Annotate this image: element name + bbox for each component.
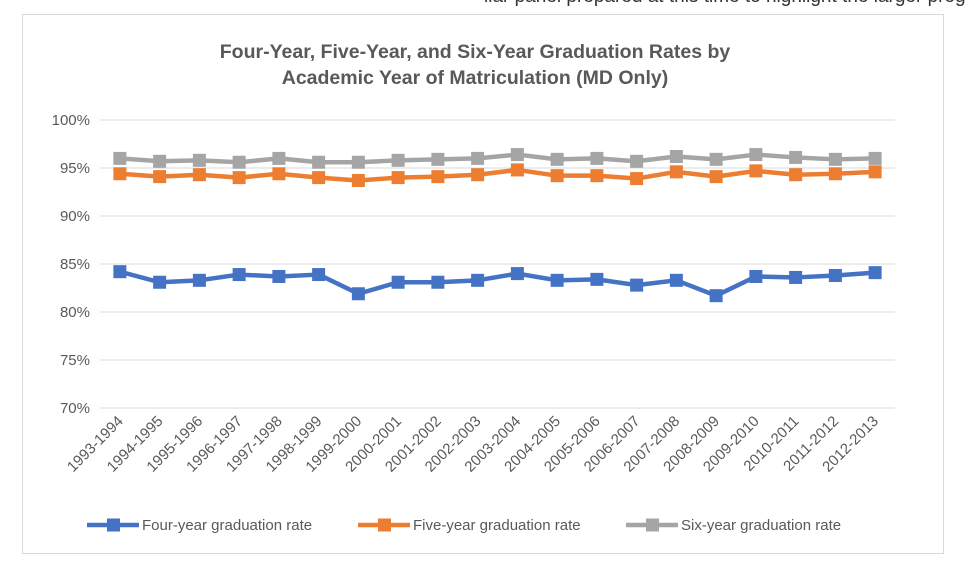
legend-marker — [107, 518, 120, 532]
data-point-marker — [630, 172, 644, 186]
data-point-marker — [510, 267, 524, 281]
y-tick-label: 75% — [60, 352, 90, 369]
data-point-marker — [232, 171, 246, 185]
data-point-marker — [272, 167, 286, 181]
series-line — [117, 269, 878, 298]
data-point-marker — [192, 153, 206, 167]
data-point-marker — [312, 268, 326, 282]
legend: Four-year graduation rate Five-year gradu… — [87, 517, 841, 534]
legend-item: Five-year graduation rate — [358, 517, 581, 534]
data-point-marker — [669, 273, 683, 287]
clipped-page-text: ilar panel prepared at this time to high… — [0, 0, 966, 10]
legend-item: Four-year graduation rate — [87, 517, 312, 534]
data-point-marker — [550, 273, 564, 287]
data-point-marker — [868, 151, 882, 165]
data-point-marker — [471, 151, 485, 165]
series-line — [117, 152, 878, 165]
chart-title-line-1: Four-Year, Five-Year, and Six-Year Gradu… — [220, 41, 731, 63]
data-point-marker — [789, 270, 803, 284]
data-point-marker — [312, 155, 326, 169]
data-point-marker — [471, 168, 485, 182]
legend-label: Six-year graduation rate — [681, 517, 841, 534]
data-point-marker — [113, 167, 127, 181]
data-point-marker — [590, 169, 604, 183]
y-tick-label: 85% — [60, 256, 90, 273]
series-lines — [113, 148, 882, 303]
chart-title-line-2: Academic Year of Matriculation (MD Only) — [282, 67, 668, 89]
x-axis-ticks: 1993-19941994-19951995-19961996-19971997… — [64, 413, 882, 476]
data-point-marker — [868, 165, 882, 179]
data-point-marker — [510, 148, 524, 162]
data-point-marker — [153, 275, 167, 289]
data-point-marker — [431, 152, 445, 166]
data-point-marker — [630, 278, 644, 292]
line-chart: Four-Year, Five-Year, and Six-Year Gradu… — [52, 41, 895, 534]
gridlines — [100, 119, 895, 409]
data-point-marker — [789, 168, 803, 182]
data-point-marker — [153, 154, 167, 168]
legend-label: Four-year graduation rate — [142, 517, 312, 534]
legend-marker — [378, 518, 391, 532]
data-point-marker — [232, 155, 246, 169]
series-3 — [113, 148, 882, 169]
data-point-marker — [391, 153, 405, 167]
data-point-marker — [431, 275, 445, 289]
data-point-marker — [351, 173, 365, 187]
data-point-marker — [669, 149, 683, 163]
y-tick-label: 80% — [60, 304, 90, 321]
y-tick-label: 95% — [60, 160, 90, 177]
data-point-marker — [828, 269, 842, 283]
data-point-marker — [709, 289, 723, 303]
data-point-marker — [590, 151, 604, 165]
y-tick-label: 100% — [52, 112, 90, 129]
data-point-marker — [391, 275, 405, 289]
y-tick-label: 90% — [60, 208, 90, 225]
data-point-marker — [828, 152, 842, 166]
legend-item: Six-year graduation rate — [626, 517, 841, 534]
clipped-text: ilar panel prepared at this time to high… — [484, 0, 966, 8]
data-point-marker — [471, 273, 485, 287]
y-tick-label: 70% — [60, 400, 90, 417]
data-point-marker — [828, 167, 842, 181]
data-point-marker — [272, 269, 286, 283]
data-point-marker — [868, 266, 882, 280]
data-point-marker — [550, 152, 564, 166]
data-point-marker — [510, 163, 524, 177]
series-2 — [113, 163, 882, 187]
data-point-marker — [351, 155, 365, 169]
legend-marker — [646, 518, 659, 532]
data-point-marker — [113, 151, 127, 165]
data-point-marker — [272, 151, 286, 165]
data-point-marker — [391, 171, 405, 185]
series-1 — [113, 265, 882, 303]
data-point-marker — [749, 148, 763, 162]
data-point-marker — [153, 170, 167, 184]
data-point-marker — [669, 165, 683, 179]
series-line — [117, 167, 878, 183]
data-point-marker — [351, 287, 365, 301]
y-axis-ticks: 70% 75% 80% 85% 90% 95% 100% — [52, 112, 90, 417]
legend-label: Five-year graduation rate — [413, 517, 581, 534]
data-point-marker — [709, 170, 723, 184]
data-point-marker — [749, 269, 763, 283]
data-point-marker — [192, 273, 206, 287]
data-point-marker — [749, 164, 763, 178]
data-point-marker — [232, 268, 246, 282]
data-point-marker — [590, 272, 604, 286]
data-point-marker — [550, 169, 564, 183]
data-point-marker — [113, 265, 127, 279]
data-point-marker — [789, 150, 803, 164]
data-point-marker — [192, 168, 206, 182]
data-point-marker — [312, 171, 326, 185]
chart-frame: Four-Year, Five-Year, and Six-Year Gradu… — [22, 14, 944, 554]
data-point-marker — [630, 154, 644, 168]
data-point-marker — [431, 170, 445, 184]
data-point-marker — [709, 152, 723, 166]
